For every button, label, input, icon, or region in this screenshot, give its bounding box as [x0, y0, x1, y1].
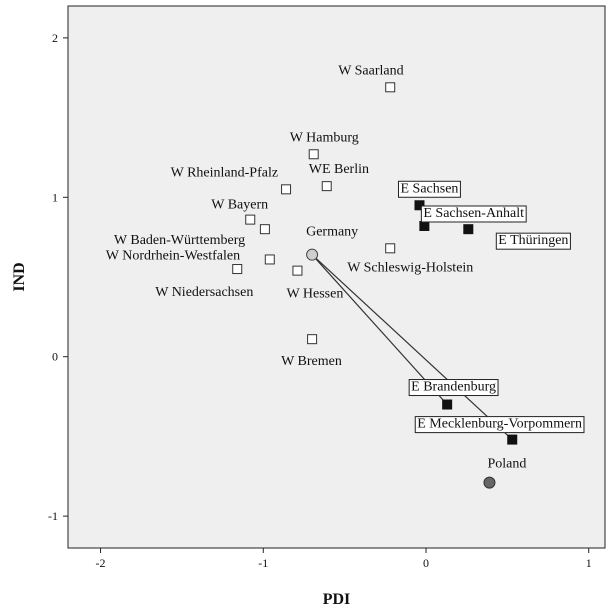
point-labels: W Saarland W Hamburg WE Berlin W Rheinland-… — [106, 63, 585, 472]
point-we-berlin — [321, 181, 332, 192]
label-group-germany: Germany — [306, 225, 358, 240]
y-tick-label: -1 — [48, 509, 58, 523]
label-box-e-sachsen-anhalt — [420, 205, 527, 223]
label-w-bremen: W Bremen — [281, 354, 342, 369]
label-group-e-brandenburg: E Brandenburg — [408, 379, 499, 397]
label-box-e-brandenburg — [408, 379, 499, 397]
point-w-bayern — [245, 214, 256, 225]
label-group-w-hessen: W Hessen — [286, 287, 343, 302]
label-w-hessen: W Hessen — [286, 287, 343, 302]
label-group-w-saarland: W Saarland — [338, 63, 403, 78]
point-w-niedersachsen — [232, 264, 243, 275]
point-w-nordrhein-westfalen — [264, 254, 275, 265]
label-e-mecklenburg-vorpommern: E Mecklenburg-Vorpommern — [417, 417, 582, 432]
label-group-w-bayern: W Bayern — [211, 198, 268, 213]
label-group-poland: Poland — [487, 457, 526, 472]
axis-ticks: -2 -1 0 1 -1 0 1 2 — [48, 31, 592, 570]
label-e-brandenburg: E Brandenburg — [411, 380, 496, 395]
x-tick-label: -2 — [96, 556, 106, 570]
point-e-thuringen — [463, 224, 474, 235]
label-w-nordrhein-westfalen: W Nordrhein-Westfalen — [106, 248, 240, 263]
label-box-e-thuringen — [495, 232, 571, 250]
label-e-sachsen-anhalt: E Sachsen-Anhalt — [423, 206, 524, 221]
label-group-we-berlin: WE Berlin — [309, 162, 369, 177]
point-w-hamburg — [308, 149, 319, 160]
label-group-w-niedersachsen: W Niedersachsen — [155, 285, 253, 300]
point-w-bremen — [307, 334, 318, 345]
label-group-e-thuringen: E Thüringen — [495, 232, 571, 250]
x-tick-label: -1 — [258, 556, 268, 570]
label-w-rheinland-pfalz: W Rheinland-Pfalz — [171, 165, 278, 180]
point-e-brandenburg — [442, 399, 453, 410]
point-w-schleswig-holstein — [385, 243, 396, 254]
x-axis-title: PDI — [323, 591, 351, 608]
y-tick-label: 2 — [52, 31, 58, 45]
point-e-mecklenburg-vorpommern — [507, 434, 518, 445]
x-tick-label: 0 — [423, 556, 429, 570]
y-tick-label: 1 — [52, 190, 58, 204]
label-group-w-hamburg: W Hamburg — [290, 130, 359, 145]
label-group-e-sachsen-anhalt: E Sachsen-Anhalt — [420, 205, 527, 223]
label-w-bayern: W Bayern — [211, 198, 268, 213]
label-w-hamburg: W Hamburg — [290, 130, 359, 145]
point-w-rheinland-pfalz — [281, 184, 292, 195]
label-w-baden-wurttemberg: W Baden-Württemberg — [114, 233, 245, 248]
label-group-w-schleswig-holstein: W Schleswig-Holstein — [347, 260, 473, 275]
label-w-schleswig-holstein: W Schleswig-Holstein — [347, 260, 473, 275]
point-w-baden-wurttemberg — [259, 224, 270, 235]
label-group-w-baden-wurttemberg: W Baden-Württemberg — [114, 233, 245, 248]
label-we-berlin: WE Berlin — [309, 162, 369, 177]
label-w-saarland: W Saarland — [338, 63, 403, 78]
label-group-w-nordrhein-westfalen: W Nordrhein-Westfalen — [106, 248, 240, 263]
label-box-e-mecklenburg-vorpommern — [414, 416, 585, 434]
label-box-e-sachsen — [397, 180, 461, 198]
point-w-hessen — [292, 265, 303, 276]
point-poland — [483, 476, 496, 489]
point-w-saarland — [385, 82, 396, 93]
label-group-w-rheinland-pfalz: W Rheinland-Pfalz — [171, 165, 278, 180]
y-tick-label: 0 — [52, 350, 58, 364]
connector-line — [311, 254, 513, 441]
label-e-sachsen: E Sachsen — [400, 181, 458, 196]
label-group-e-mecklenburg-vorpommern: E Mecklenburg-Vorpommern — [414, 416, 585, 434]
label-w-niedersachsen: W Niedersachsen — [155, 285, 253, 300]
label-e-thuringen: E Thüringen — [498, 233, 568, 248]
y-axis-title: IND — [11, 262, 28, 291]
label-group-e-sachsen: E Sachsen — [397, 180, 461, 198]
point-germany — [306, 248, 319, 261]
point-e-sachsen-anhalt — [419, 220, 430, 231]
data-points — [232, 82, 518, 489]
label-germany: Germany — [306, 225, 358, 240]
x-tick-label: 1 — [586, 556, 592, 570]
point-e-sachsen — [414, 200, 425, 211]
label-poland: Poland — [487, 457, 526, 472]
label-group-w-bremen: W Bremen — [281, 354, 342, 369]
